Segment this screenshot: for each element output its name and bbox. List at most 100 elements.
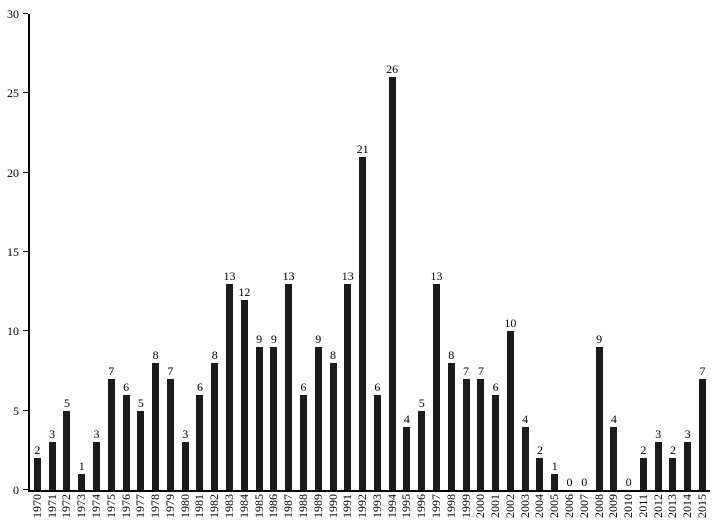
y-tick-label: 30 bbox=[7, 7, 19, 21]
bar-value-label: 7 bbox=[463, 363, 470, 378]
bar-column: 1 1973 bbox=[74, 14, 89, 518]
bar bbox=[211, 363, 219, 490]
bar bbox=[63, 410, 71, 490]
y-tick-mark bbox=[23, 409, 28, 411]
x-tick-label: 1970 bbox=[29, 494, 44, 518]
bar-column: 13 1987 bbox=[281, 14, 296, 518]
x-tick-label: 1985 bbox=[251, 494, 266, 518]
bar bbox=[551, 474, 559, 490]
bar-column: 3 1974 bbox=[89, 14, 104, 518]
bar-value-label: 21 bbox=[356, 141, 369, 156]
bar bbox=[521, 426, 529, 490]
bar-value-label: 8 bbox=[448, 348, 455, 363]
bar-column: 6 1981 bbox=[192, 14, 207, 518]
bar-column: 5 1996 bbox=[414, 14, 429, 518]
bar-value-label: 7 bbox=[699, 363, 706, 378]
bar-value-label: 26 bbox=[386, 62, 399, 77]
bar bbox=[181, 442, 189, 490]
bar bbox=[477, 378, 485, 490]
bar-value-label: 0 bbox=[581, 475, 588, 489]
y-tick-label: 0 bbox=[13, 483, 19, 497]
bar bbox=[684, 442, 692, 490]
bar-column: 6 2001 bbox=[488, 14, 503, 518]
bar-value-label: 5 bbox=[63, 395, 70, 410]
bar bbox=[492, 394, 500, 490]
bar bbox=[403, 426, 411, 490]
bar bbox=[418, 410, 426, 490]
bar-value-label: 5 bbox=[418, 395, 425, 410]
x-tick-label: 1974 bbox=[89, 494, 104, 518]
bar-column: 6 1988 bbox=[296, 14, 310, 518]
bar-value-label: 2 bbox=[640, 443, 647, 458]
x-tick-label: 2006 bbox=[562, 494, 577, 518]
x-tick-label: 2012 bbox=[650, 494, 665, 518]
y-tick-mark bbox=[23, 92, 28, 94]
bar-value-label: 4 bbox=[403, 411, 410, 426]
bar-column: 2 1970 bbox=[30, 14, 44, 518]
bar bbox=[137, 410, 145, 490]
bar bbox=[152, 363, 160, 490]
bar-column: 3 1980 bbox=[178, 14, 192, 518]
bar-column: 21 1992 bbox=[355, 14, 370, 518]
y-tick-label: 15 bbox=[7, 245, 19, 259]
x-tick-label: 1992 bbox=[355, 494, 370, 518]
bar-value-label: 7 bbox=[108, 363, 115, 378]
bar-column: 0 2006 bbox=[562, 14, 577, 519]
bar-value-label: 9 bbox=[256, 332, 263, 347]
x-tick-label: 1971 bbox=[44, 494, 59, 518]
x-tick-label: 2014 bbox=[680, 494, 695, 518]
bar-column: 3 2014 bbox=[680, 14, 695, 518]
bar bbox=[314, 347, 322, 490]
bar-value-label: 13 bbox=[282, 268, 295, 283]
x-tick-label: 2002 bbox=[502, 494, 517, 518]
bar-value-label: 13 bbox=[341, 268, 354, 283]
x-tick-label: 1983 bbox=[222, 494, 237, 518]
bar-value-label: 3 bbox=[93, 427, 100, 442]
x-tick-label: 2015 bbox=[695, 494, 710, 518]
bar-value-label: 4 bbox=[610, 411, 617, 426]
x-tick-label: 1997 bbox=[428, 494, 443, 518]
x-tick-label: 2013 bbox=[665, 494, 680, 518]
bar-value-label: 3 bbox=[655, 427, 662, 442]
bar bbox=[255, 347, 263, 490]
x-tick-label: 1990 bbox=[325, 494, 340, 518]
x-tick-label: 2011 bbox=[635, 494, 650, 518]
x-tick-label: 1979 bbox=[162, 494, 177, 518]
bar-value-label: 2 bbox=[536, 443, 543, 458]
bar-value-label: 8 bbox=[152, 348, 159, 363]
bar-column: 2 2004 bbox=[532, 14, 547, 518]
x-tick-label: 1993 bbox=[369, 494, 384, 518]
bar-column: 9 1989 bbox=[311, 14, 325, 518]
bar-column: 9 1985 bbox=[252, 14, 266, 518]
bar-value-label: 1 bbox=[78, 459, 85, 474]
bar-value-label: 8 bbox=[211, 348, 218, 363]
bar-value-label: 5 bbox=[137, 395, 144, 410]
bar-value-label: 12 bbox=[238, 284, 251, 299]
bar bbox=[270, 347, 278, 490]
bar bbox=[506, 331, 514, 490]
bar-value-label: 1 bbox=[551, 459, 558, 474]
bar bbox=[699, 378, 707, 490]
bar-value-label: 8 bbox=[330, 348, 337, 363]
bar-value-label: 2 bbox=[669, 443, 676, 458]
bar bbox=[639, 458, 647, 490]
bar-value-label: 0 bbox=[566, 475, 573, 489]
bar-column: 7 2015 bbox=[695, 14, 710, 518]
bar bbox=[536, 458, 544, 490]
bar bbox=[432, 283, 440, 490]
x-tick-label: 1972 bbox=[59, 494, 74, 518]
x-tick-label: 2003 bbox=[517, 494, 532, 518]
bar-value-label: 10 bbox=[504, 316, 517, 331]
bar-column: 13 1997 bbox=[429, 14, 443, 518]
bar bbox=[447, 363, 455, 490]
bar bbox=[78, 474, 86, 490]
x-tick-label: 1987 bbox=[281, 494, 296, 518]
bar-column: 6 1993 bbox=[370, 14, 384, 518]
bar-column: 3 2012 bbox=[651, 14, 665, 518]
bar-column: 12 1984 bbox=[237, 14, 251, 518]
bar-column: 7 1999 bbox=[459, 14, 473, 518]
bar-value-label: 13 bbox=[223, 268, 236, 283]
x-tick-label: 1976 bbox=[118, 494, 133, 518]
bar-column: 9 1986 bbox=[266, 14, 281, 518]
x-tick-label: 2001 bbox=[488, 494, 503, 518]
